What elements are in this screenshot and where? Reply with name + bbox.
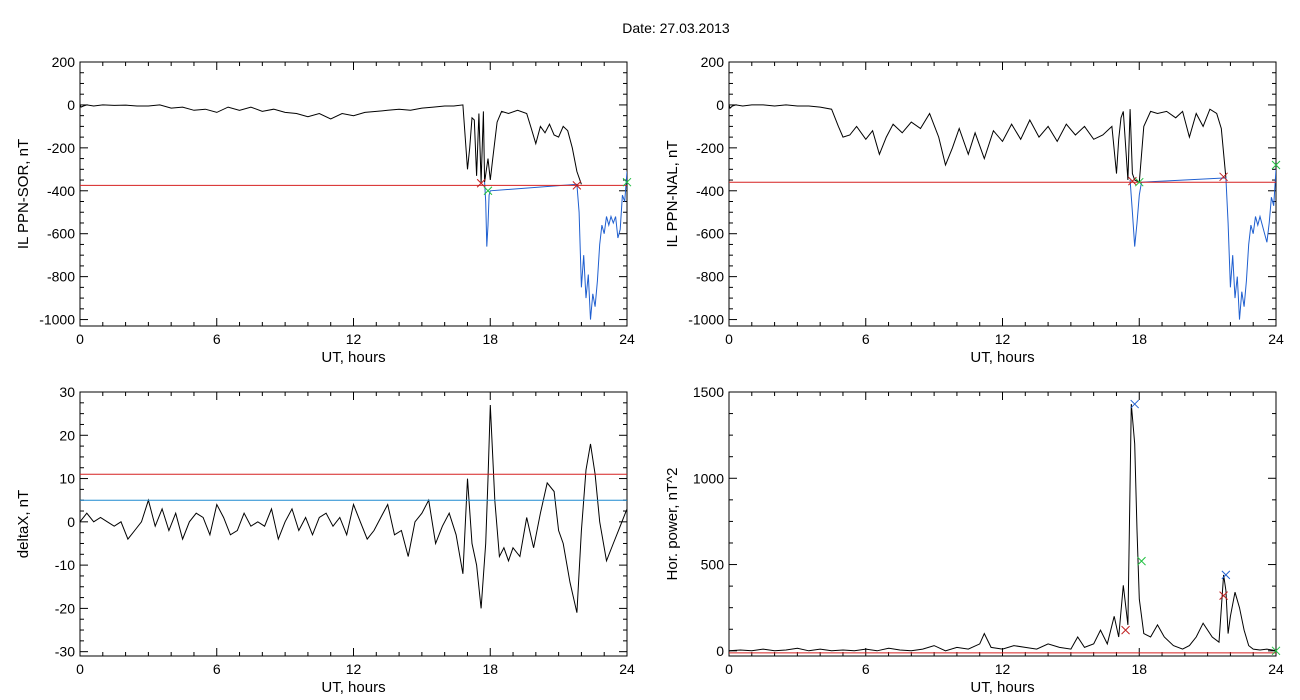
p4-marker-0-0 xyxy=(1130,399,1140,409)
p3-ytick-label-0: 30 xyxy=(59,384,75,400)
p4-marker-0-1 xyxy=(1221,570,1231,580)
p2-xtick-label-0: 0 xyxy=(725,331,733,347)
p2-ytick-label-2: -200 xyxy=(696,140,724,156)
p2-marker-0-1 xyxy=(1219,172,1228,182)
p2-frame xyxy=(728,61,1277,327)
p3-ytick-label-6: -30 xyxy=(55,644,75,660)
p1-ytick-label-4: -600 xyxy=(47,226,75,242)
p4-marker-2-1 xyxy=(1219,591,1228,600)
figure-title: Date: 27.03.2013 xyxy=(622,20,730,36)
p2-ytick-label-5: -800 xyxy=(696,269,724,285)
p1-marker-1-0 xyxy=(483,186,493,196)
p2-marker-1-1 xyxy=(1271,160,1281,170)
p1-marker-0-0 xyxy=(476,178,486,188)
p4-marker-1-1 xyxy=(1271,646,1281,656)
p2-xtick-label-1: 6 xyxy=(862,331,870,347)
p1-xlabel: UT, hours xyxy=(321,349,385,366)
p1-xtick-label-2: 12 xyxy=(346,331,362,347)
p2-ytick-label-0: 200 xyxy=(701,54,725,70)
p2-xtick-label-2: 12 xyxy=(995,331,1011,347)
p2-series-0 xyxy=(729,104,1227,183)
p3-ytick-label-4: -10 xyxy=(55,557,75,573)
p2-xlabel: UT, hours xyxy=(970,349,1034,366)
p4-series-0 xyxy=(729,404,1276,652)
p4-ylabel: Hor. power, nT^2 xyxy=(664,468,681,581)
p4-xtick-label-2: 12 xyxy=(995,661,1011,677)
p1-marker-0-1 xyxy=(572,181,582,190)
p3-series-0 xyxy=(80,404,627,613)
p3-xtick-label-3: 18 xyxy=(482,661,498,677)
p1-marker-1-1 xyxy=(622,177,632,187)
p2-xtick-label-4: 24 xyxy=(1268,331,1284,347)
p1-ytick-label-6: -1000 xyxy=(39,312,75,328)
p2-marker-1-0 xyxy=(1134,177,1144,187)
p3-xtick-label-0: 0 xyxy=(76,661,84,677)
p3-xtick-label-2: 12 xyxy=(346,661,362,677)
p4-xtick-label-0: 0 xyxy=(725,661,733,677)
p2-series-1 xyxy=(1129,169,1276,320)
p4-xlabel: UT, hours xyxy=(970,679,1034,696)
p4-xtick-label-3: 18 xyxy=(1131,661,1147,677)
p3-ylabel: deltaX, nT xyxy=(15,490,32,558)
p1-series-0 xyxy=(80,104,582,185)
p1-xtick-label-1: 6 xyxy=(213,331,221,347)
p1-xtick-label-3: 18 xyxy=(482,331,498,347)
p3-frame xyxy=(79,391,628,657)
p2-ytick-label-3: -400 xyxy=(696,183,724,199)
p3-ytick-label-2: 10 xyxy=(59,471,75,487)
p3-ytick-label-5: -20 xyxy=(55,600,75,616)
p1-ytick-label-0: 200 xyxy=(52,54,76,70)
p3-xlabel: UT, hours xyxy=(321,679,385,696)
p4-marker-2-0 xyxy=(1121,625,1130,635)
p4-ytick-label-1: 1000 xyxy=(693,470,724,486)
p1-ytick-label-2: -200 xyxy=(47,140,75,156)
p4-ytick-label-3: 0 xyxy=(716,643,724,659)
p1-ytick-label-3: -400 xyxy=(47,183,75,199)
p1-series-1 xyxy=(484,171,627,320)
p1-frame xyxy=(79,61,628,327)
p2-ytick-label-6: -1000 xyxy=(688,312,724,328)
p1-xtick-label-0: 0 xyxy=(76,331,84,347)
p2-ytick-label-4: -600 xyxy=(696,226,724,242)
p2-xtick-label-3: 18 xyxy=(1131,331,1147,347)
p3-xtick-label-1: 6 xyxy=(213,661,221,677)
p1-ytick-label-1: 0 xyxy=(67,97,75,113)
p3-xtick-label-4: 24 xyxy=(619,661,635,677)
p3-ytick-label-3: 0 xyxy=(67,514,75,530)
p4-marker-1-0 xyxy=(1137,556,1146,566)
p2-ytick-label-1: 0 xyxy=(716,97,724,113)
p4-frame xyxy=(728,391,1277,657)
p4-xtick-label-4: 24 xyxy=(1268,661,1284,677)
p1-ylabel: IL PPN-SOR, nT xyxy=(15,139,32,249)
p2-ylabel: IL PPN-NAL, nT xyxy=(664,141,681,248)
p1-ytick-label-5: -800 xyxy=(47,269,75,285)
p1-xtick-label-4: 24 xyxy=(619,331,635,347)
p4-ytick-label-0: 1500 xyxy=(693,384,724,400)
p3-ytick-label-1: 20 xyxy=(59,427,75,443)
p4-xtick-label-1: 6 xyxy=(862,661,870,677)
p4-ytick-label-2: 500 xyxy=(701,557,725,573)
